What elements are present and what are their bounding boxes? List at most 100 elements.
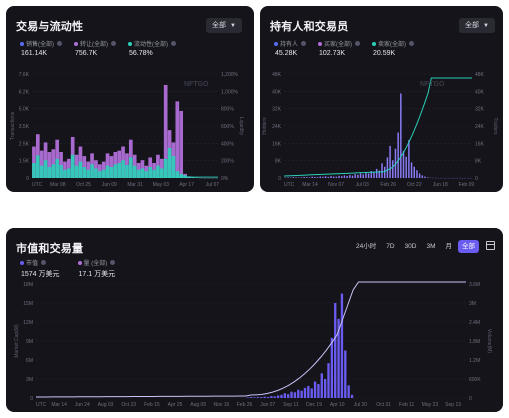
range-24h-button[interactable]: 24小时 (355, 243, 377, 250)
series-dot-icon (372, 41, 377, 46)
y-left-tick-label: 3M (26, 377, 33, 383)
legend-item-buyers[interactable]: 买家(全部) 102.73K (318, 39, 361, 57)
y-left-tick-label: 6M (26, 358, 33, 364)
x-tick-label: May 23 (422, 402, 439, 408)
legend: 市值 1574 万美元 量 (全部) 17.1 万美元 (20, 258, 116, 279)
bar (310, 388, 313, 398)
bar (125, 165, 129, 178)
legend-item-transfers[interactable]: 转让(全部) 756.7K (74, 39, 116, 57)
bar (383, 166, 386, 178)
y-left-tick-label: 16K (272, 141, 282, 147)
x-tick-label: Jun 24 (75, 402, 90, 408)
bar (263, 396, 266, 398)
y-left-tick-label: 0 (278, 176, 281, 182)
range-7d-button[interactable]: 7D (386, 243, 395, 250)
legend-value: 102.73K (319, 50, 346, 57)
x-tick-label: Oct 22 (407, 182, 422, 188)
series-dot-icon (20, 41, 24, 46)
info-icon (110, 260, 116, 265)
bar (246, 397, 250, 398)
bar (101, 169, 106, 178)
range-month-button[interactable]: 月 (445, 243, 453, 250)
bar (359, 173, 362, 178)
y-right-tick-label: 200% (221, 159, 234, 165)
bar (140, 168, 145, 178)
bar (287, 394, 290, 398)
bar (39, 165, 44, 178)
bar (171, 156, 176, 178)
bar (349, 174, 351, 178)
bar (413, 166, 415, 178)
bar (370, 171, 373, 178)
y-right-tick-label: 800% (221, 107, 234, 113)
bar (163, 158, 168, 178)
range-30d-button[interactable]: 30D (404, 243, 417, 250)
legend-value: 161.14K (21, 50, 48, 57)
legend-label: 销售(全部) (26, 42, 54, 48)
y-right-tick-label: 0 (475, 176, 478, 182)
y-left-tick-label: 3.5K (19, 124, 30, 130)
range-all-button[interactable]: 全部 (458, 240, 479, 253)
range-3m-button[interactable]: 3M (426, 243, 436, 250)
legend-item-sales[interactable]: 销售(全部) 161.14K (20, 39, 62, 57)
bar (66, 168, 71, 178)
y-left-tick-label: 0 (30, 396, 33, 402)
y-left-tick-label: 40K (272, 89, 282, 95)
bar (59, 165, 63, 178)
y-right-tick-label: 1,200% (221, 72, 239, 78)
bar (362, 174, 364, 178)
range-dropdown[interactable]: 全部 ▼ (206, 18, 242, 33)
bar (90, 164, 94, 178)
x-tick-label: Jul 03 (355, 182, 369, 188)
legend-item-holders[interactable]: 持有人 45.28K (274, 39, 307, 57)
series-dot-icon (74, 41, 78, 46)
bar (307, 385, 310, 398)
bar (351, 175, 354, 178)
bar (51, 164, 56, 178)
bar (324, 176, 327, 178)
bar (297, 389, 300, 398)
watermark: NFTGO (184, 81, 209, 88)
bar (313, 381, 317, 398)
bar (32, 146, 36, 178)
y-right-tick-label: 1.8M (469, 339, 480, 345)
panel-title: 市值和交易量 (16, 243, 84, 255)
y-left-tick-label: 8K (275, 159, 282, 165)
legend-value: 1574 万美元 (21, 271, 60, 278)
calendar-icon[interactable] (486, 241, 495, 250)
x-tick-label: Mar 08 (50, 182, 66, 188)
bar (330, 337, 334, 398)
x-tick-label: Nov 07 (328, 182, 344, 188)
series-dot-icon (20, 260, 24, 265)
y-right-tick-label: 8K (475, 159, 482, 165)
legend-item-sellers[interactable]: 卖家(全部) 20.59K (372, 39, 415, 57)
bar (86, 169, 91, 178)
legend-value: 20.59K (373, 50, 396, 57)
bar (335, 176, 338, 178)
x-tick-label: UTC (36, 402, 47, 408)
bar (109, 167, 114, 178)
x-tick-label: Feb 11 (399, 402, 414, 408)
x-tick-label: Jun 09 (102, 182, 117, 188)
bar (421, 175, 424, 178)
legend-item-marketcap[interactable]: 市值 1574 万美元 (20, 258, 60, 279)
bar (51, 149, 56, 178)
bar (350, 394, 354, 398)
y-right-tick-label: 40K (475, 89, 485, 95)
y-right-axis-label: Traders (492, 117, 498, 135)
x-tick-label: Jul 07 (206, 182, 220, 188)
legend-value: 17.1 万美元 (78, 271, 116, 278)
info-icon (355, 41, 361, 46)
y-right-tick-label: 600K (469, 377, 481, 383)
marketcap-chart: 0 3M 6M 9M 12M 15M 18M 0 600K 1.2M 1.8M 2.4M 3M 3.6M M… (14, 281, 492, 408)
y-left-tick-label: 12M (23, 320, 33, 326)
bar (167, 147, 172, 178)
bar (152, 169, 156, 178)
range-dropdown[interactable]: 全部 ▼ (459, 18, 495, 33)
holders-line (283, 77, 472, 177)
y-right-tick-label: 400% (221, 141, 234, 147)
legend-item-liquidity[interactable]: 流动性(全部) 56.78% (128, 39, 176, 57)
bar (408, 140, 410, 178)
legend-item-volume[interactable]: 量 (全部) 17.1 万美元 (77, 258, 116, 279)
bar (327, 363, 330, 398)
